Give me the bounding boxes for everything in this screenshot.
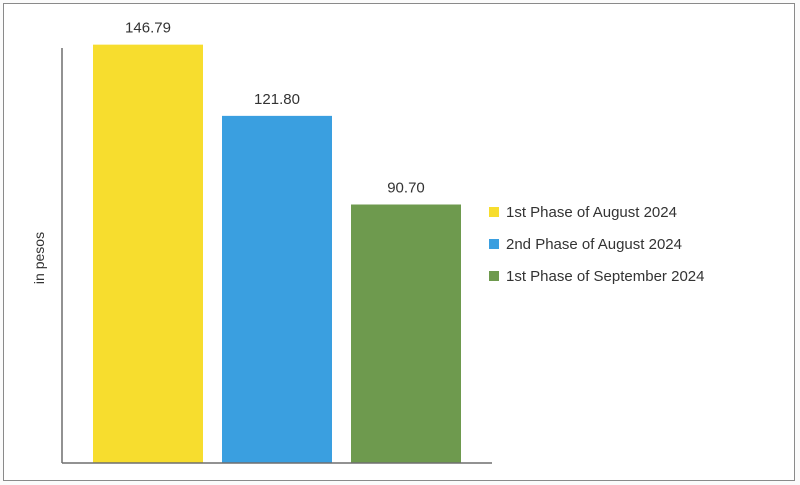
legend-swatch-3	[489, 271, 499, 281]
bar-1	[93, 44, 203, 463]
legend-label-1: 1st Phase of August 2024	[506, 204, 677, 221]
data-label-1: 146.79	[125, 20, 171, 37]
data-label-2: 121.80	[254, 91, 300, 108]
legend-swatch-2	[489, 239, 499, 249]
data-label-3: 90.70	[387, 180, 425, 197]
legend: 1st Phase of August 2024 2nd Phase of Aug…	[489, 204, 704, 285]
bar-3	[351, 204, 461, 463]
bar-2	[222, 115, 332, 464]
legend-label-3: 1st Phase of September 2024	[506, 268, 704, 285]
bars-group	[93, 44, 461, 464]
y-axis-label: in pesos	[31, 232, 47, 284]
data-labels-group: 146.79 121.80 90.70	[125, 20, 425, 197]
legend-label-2: 2nd Phase of August 2024	[506, 236, 682, 253]
legend-swatch-1	[489, 207, 499, 217]
